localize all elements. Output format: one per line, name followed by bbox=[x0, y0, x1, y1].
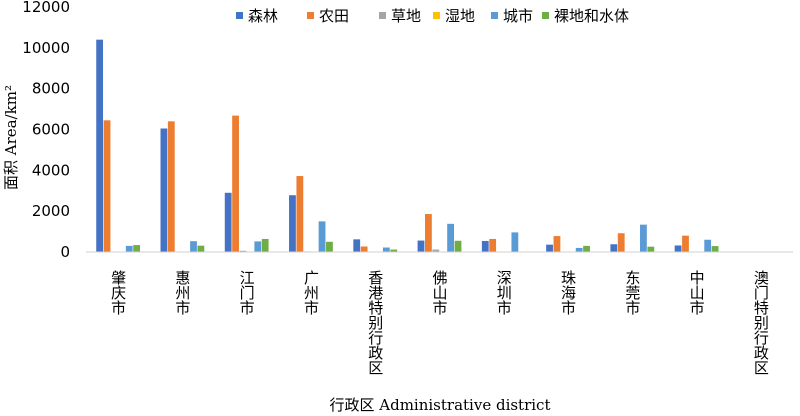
x-tick-label: 深圳市 bbox=[495, 270, 513, 315]
y-tick-label: 2000 bbox=[32, 202, 70, 220]
x-tick-label: 惠州市 bbox=[173, 270, 191, 315]
bar bbox=[167, 121, 175, 252]
x-tick-label: 澳门特别行政区 bbox=[752, 270, 770, 375]
bars bbox=[96, 39, 776, 253]
bar bbox=[125, 245, 133, 253]
bar bbox=[640, 224, 647, 252]
legend-swatch bbox=[542, 12, 549, 19]
y-tick-label: 0 bbox=[60, 243, 70, 261]
category-labels: 肇庆市 惠州市 江门市 广州市 香港特别行政区 佛山市 深圳市 珠海市 东莞市 中山市 澳门特别行政… bbox=[109, 270, 770, 375]
legend-swatch bbox=[236, 12, 243, 19]
bar bbox=[489, 238, 497, 252]
bar bbox=[289, 195, 296, 252]
bar bbox=[704, 239, 712, 252]
bar bbox=[425, 214, 432, 252]
bar bbox=[353, 239, 361, 252]
legend-label: 湿地 bbox=[445, 7, 475, 25]
bar bbox=[360, 246, 368, 252]
bar bbox=[647, 246, 655, 252]
bar bbox=[546, 244, 553, 252]
y-tick-label: 4000 bbox=[32, 161, 70, 179]
x-tick-label: 珠海市 bbox=[559, 270, 577, 315]
bar bbox=[197, 245, 205, 252]
x-tick-label: 江门市 bbox=[238, 270, 256, 315]
bar bbox=[610, 244, 618, 252]
x-tick-label: 佛山市 bbox=[431, 270, 449, 315]
y-tick-label: 10000 bbox=[22, 39, 70, 57]
bar bbox=[390, 249, 398, 252]
y-axis-title: 面积 Area/km² bbox=[2, 85, 20, 190]
x-tick-label: 中山市 bbox=[688, 270, 706, 315]
legend: 森林 农田 草地 湿地 城市 裸地和水体 bbox=[236, 7, 629, 25]
bar bbox=[674, 245, 682, 252]
bar bbox=[417, 240, 425, 252]
y-tick-label: 8000 bbox=[32, 80, 70, 98]
legend-label: 裸地和水体 bbox=[554, 7, 629, 25]
bar bbox=[511, 232, 519, 252]
bar bbox=[583, 245, 590, 253]
bar bbox=[96, 39, 104, 252]
bar bbox=[296, 176, 304, 252]
bar bbox=[617, 233, 625, 252]
bar bbox=[239, 250, 247, 252]
legend-label: 农田 bbox=[319, 7, 349, 25]
legend-label: 城市 bbox=[503, 7, 533, 25]
bar bbox=[261, 238, 269, 252]
legend-label: 草地 bbox=[391, 7, 421, 25]
bar bbox=[103, 120, 111, 252]
bar bbox=[190, 241, 197, 252]
legend-label: 森林 bbox=[248, 7, 278, 25]
bar bbox=[232, 115, 239, 253]
bar bbox=[133, 245, 141, 252]
x-axis-title: 行政区 Administrative district bbox=[330, 396, 551, 414]
bar bbox=[326, 241, 333, 252]
y-tick-label: 12000 bbox=[22, 0, 70, 16]
bar bbox=[432, 249, 440, 252]
bar bbox=[575, 247, 583, 252]
bar bbox=[682, 235, 689, 252]
legend-swatch bbox=[379, 12, 386, 19]
bar bbox=[318, 221, 326, 253]
y-axis-ticks: 0 2000 4000 6000 8000 10000 12000 bbox=[22, 0, 70, 261]
bar bbox=[711, 246, 719, 252]
bar bbox=[454, 240, 462, 252]
legend-swatch bbox=[491, 12, 498, 19]
legend-swatch bbox=[307, 12, 314, 19]
bar bbox=[447, 223, 454, 252]
x-tick-label: 香港特别行政区 bbox=[366, 270, 384, 375]
x-tick-label: 肇庆市 bbox=[109, 270, 127, 315]
bar bbox=[481, 240, 489, 252]
bar bbox=[382, 247, 390, 252]
bar bbox=[160, 128, 168, 252]
x-tick-label: 广州市 bbox=[302, 270, 320, 315]
legend-swatch bbox=[433, 12, 440, 19]
bar bbox=[553, 236, 561, 252]
bar bbox=[254, 241, 262, 252]
y-tick-label: 6000 bbox=[32, 121, 70, 139]
x-tick-label: 东莞市 bbox=[623, 270, 641, 315]
bar bbox=[224, 192, 232, 252]
